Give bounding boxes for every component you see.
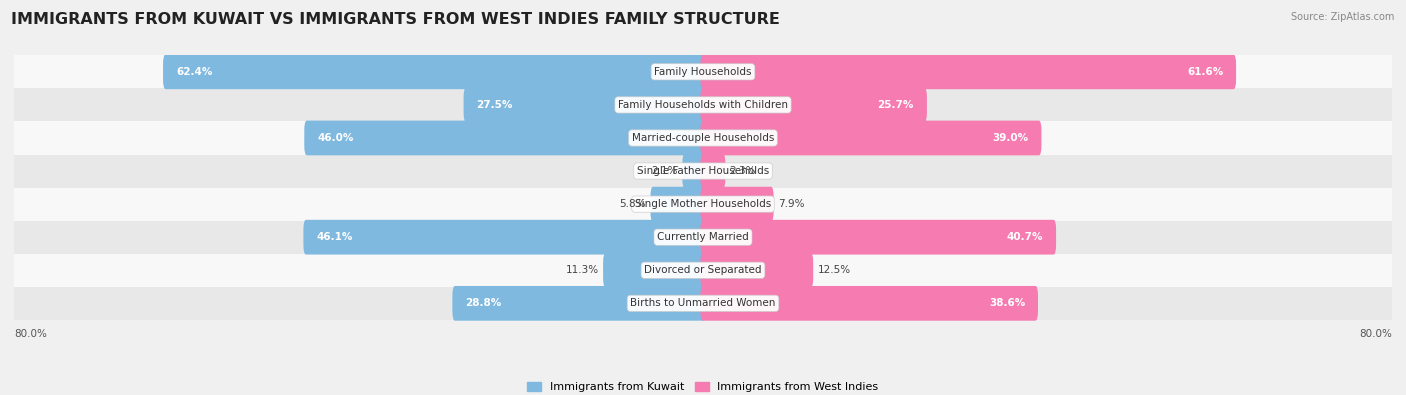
Text: Births to Unmarried Women: Births to Unmarried Women [630,298,776,308]
Text: 7.9%: 7.9% [778,199,804,209]
FancyBboxPatch shape [453,286,706,321]
Text: 46.0%: 46.0% [318,133,353,143]
FancyBboxPatch shape [700,88,927,122]
FancyBboxPatch shape [14,287,1392,320]
FancyBboxPatch shape [14,254,1392,287]
Text: 25.7%: 25.7% [877,100,914,110]
FancyBboxPatch shape [14,121,1392,154]
FancyBboxPatch shape [14,55,1392,88]
FancyBboxPatch shape [14,221,1392,254]
FancyBboxPatch shape [163,55,706,89]
Text: 2.1%: 2.1% [651,166,678,176]
FancyBboxPatch shape [700,55,1236,89]
FancyBboxPatch shape [700,220,1056,254]
Text: Family Households: Family Households [654,67,752,77]
Text: 62.4%: 62.4% [176,67,212,77]
Text: 80.0%: 80.0% [1360,329,1392,339]
Text: 40.7%: 40.7% [1007,232,1043,242]
Legend: Immigrants from Kuwait, Immigrants from West Indies: Immigrants from Kuwait, Immigrants from … [523,377,883,395]
FancyBboxPatch shape [700,187,773,222]
Text: Married-couple Households: Married-couple Households [631,133,775,143]
Text: 27.5%: 27.5% [477,100,513,110]
FancyBboxPatch shape [14,88,1392,121]
FancyBboxPatch shape [700,120,1042,155]
Text: Family Households with Children: Family Households with Children [619,100,787,110]
FancyBboxPatch shape [14,154,1392,188]
FancyBboxPatch shape [464,88,706,122]
FancyBboxPatch shape [700,154,725,188]
FancyBboxPatch shape [700,286,1038,321]
Text: Currently Married: Currently Married [657,232,749,242]
Text: Source: ZipAtlas.com: Source: ZipAtlas.com [1291,12,1395,22]
Text: 46.1%: 46.1% [316,232,353,242]
Text: 28.8%: 28.8% [465,298,502,308]
Text: Divorced or Separated: Divorced or Separated [644,265,762,275]
FancyBboxPatch shape [14,188,1392,221]
Text: 61.6%: 61.6% [1187,67,1223,77]
Text: 2.3%: 2.3% [730,166,756,176]
Text: 38.6%: 38.6% [988,298,1025,308]
FancyBboxPatch shape [682,154,706,188]
FancyBboxPatch shape [651,187,706,222]
Text: 11.3%: 11.3% [565,265,599,275]
FancyBboxPatch shape [304,120,706,155]
Text: 80.0%: 80.0% [14,329,46,339]
FancyBboxPatch shape [603,253,706,288]
Text: 12.5%: 12.5% [817,265,851,275]
Text: 5.8%: 5.8% [620,199,647,209]
Text: Single Mother Households: Single Mother Households [636,199,770,209]
Text: 39.0%: 39.0% [993,133,1029,143]
FancyBboxPatch shape [304,220,706,254]
FancyBboxPatch shape [700,253,813,288]
Text: Single Father Households: Single Father Households [637,166,769,176]
Text: IMMIGRANTS FROM KUWAIT VS IMMIGRANTS FROM WEST INDIES FAMILY STRUCTURE: IMMIGRANTS FROM KUWAIT VS IMMIGRANTS FRO… [11,12,780,27]
